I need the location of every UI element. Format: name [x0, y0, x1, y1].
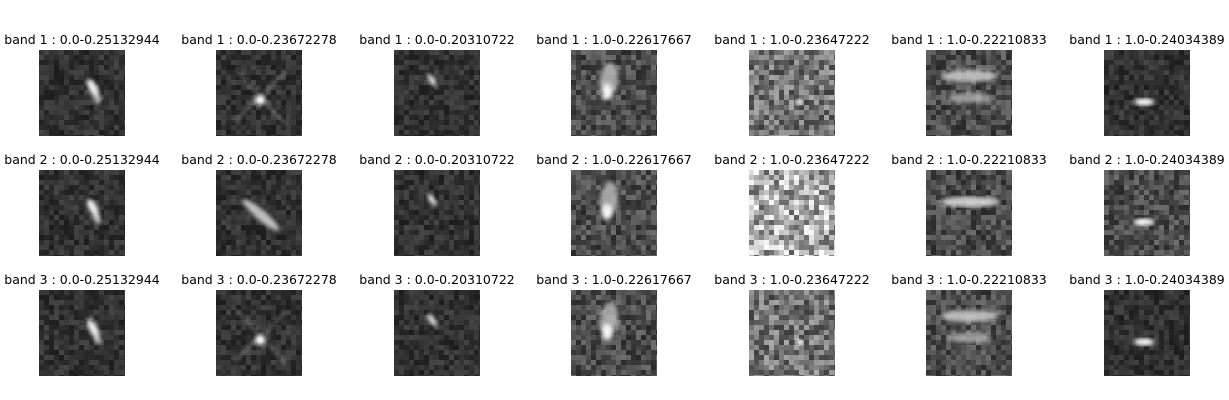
bright-feature: [427, 194, 437, 206]
band-image: [216, 170, 302, 256]
bright-feature: [1134, 218, 1154, 226]
thumbnail-svg: [394, 50, 480, 136]
band-image: [1104, 50, 1190, 136]
image-title: band 1 : 1.0-0.22617667: [536, 32, 692, 47]
band-image: [926, 290, 1012, 376]
thumbnail-svg: [1104, 290, 1190, 376]
bright-feature: [242, 199, 280, 231]
band-image: [394, 170, 480, 256]
thumbnail-svg: [216, 50, 302, 136]
band-image: [749, 170, 835, 256]
bright-feature: [942, 310, 998, 343]
image-title: band 1 : 1.0-0.24034389: [1069, 32, 1225, 47]
thumbnail-svg: [1104, 50, 1190, 136]
thumbnail-svg: [749, 290, 835, 376]
thumbnail-svg: [394, 170, 480, 256]
bright-feature: [233, 69, 287, 125]
image-title: band 3 : 1.0-0.24034389: [1069, 272, 1225, 287]
image-title: band 2 : 1.0-0.24034389: [1069, 152, 1225, 167]
image-title: band 3 : 1.0-0.22617667: [536, 272, 692, 287]
image-title: band 2 : 0.0-0.25132944: [4, 152, 160, 167]
bright-feature: [942, 70, 998, 103]
band-image: [1104, 290, 1190, 376]
thumbnail-svg: [39, 170, 125, 256]
band-image: [749, 290, 835, 376]
bright-feature: [86, 79, 101, 104]
thumbnail-svg: [926, 50, 1012, 136]
thumbnail-svg: [926, 170, 1012, 256]
bright-feature: [796, 99, 802, 105]
image-title: band 3 : 0.0-0.23672278: [181, 272, 337, 287]
thumbnail-svg: [39, 290, 125, 376]
band-image: [571, 290, 657, 376]
bright-feature: [1134, 338, 1154, 346]
thumbnail-svg: [216, 290, 302, 376]
image-title: band 3 : 0.0-0.25132944: [4, 272, 160, 287]
image-title: band 1 : 1.0-0.23647222: [714, 32, 870, 47]
band-image: [394, 290, 480, 376]
thumbnail-svg: [571, 50, 657, 136]
image-title: band 3 : 1.0-0.23647222: [714, 272, 870, 287]
band-image: [926, 50, 1012, 136]
bright-feature: [427, 74, 437, 86]
image-title: band 3 : 1.0-0.22210833: [891, 272, 1047, 287]
thumbnail-svg: [394, 290, 480, 376]
band-image: [749, 50, 835, 136]
bright-feature: [940, 197, 1000, 207]
band-image: [216, 50, 302, 136]
bright-feature: [599, 302, 619, 340]
thumbnail-svg: [749, 50, 835, 136]
image-title: band 1 : 0.0-0.23672278: [181, 32, 337, 47]
thumbnail-svg: [571, 170, 657, 256]
thumbnail-svg: [39, 50, 125, 136]
thumbnail-svg: [216, 170, 302, 256]
bright-feature: [86, 199, 101, 224]
image-title: band 2 : 0.0-0.23672278: [181, 152, 337, 167]
band-image: [39, 50, 125, 136]
image-title: band 1 : 0.0-0.20310722: [359, 32, 515, 47]
bright-feature: [1134, 98, 1154, 106]
band-image: [571, 170, 657, 256]
thumbnail-svg: [749, 170, 835, 256]
image-title: band 2 : 0.0-0.20310722: [359, 152, 515, 167]
bright-feature: [233, 309, 287, 365]
bright-feature: [599, 62, 619, 100]
band-image: [571, 50, 657, 136]
image-title: band 1 : 1.0-0.22210833: [891, 32, 1047, 47]
thumbnail-svg: [571, 290, 657, 376]
band-image: [39, 290, 125, 376]
band-image: [1104, 170, 1190, 256]
band-image: [394, 50, 480, 136]
image-title: band 2 : 1.0-0.23647222: [714, 152, 870, 167]
thumbnail-svg: [1104, 170, 1190, 256]
band-image: [39, 170, 125, 256]
image-title: band 2 : 1.0-0.22617667: [536, 152, 692, 167]
thumbnail-svg: [926, 290, 1012, 376]
bright-feature: [796, 339, 802, 345]
bright-feature: [86, 319, 101, 344]
band-image: [216, 290, 302, 376]
band-image: [926, 170, 1012, 256]
image-title: band 2 : 1.0-0.22210833: [891, 152, 1047, 167]
image-title: band 1 : 0.0-0.25132944: [4, 32, 160, 47]
bright-feature: [427, 314, 437, 326]
image-title: band 3 : 0.0-0.20310722: [359, 272, 515, 287]
bright-feature: [599, 182, 619, 220]
